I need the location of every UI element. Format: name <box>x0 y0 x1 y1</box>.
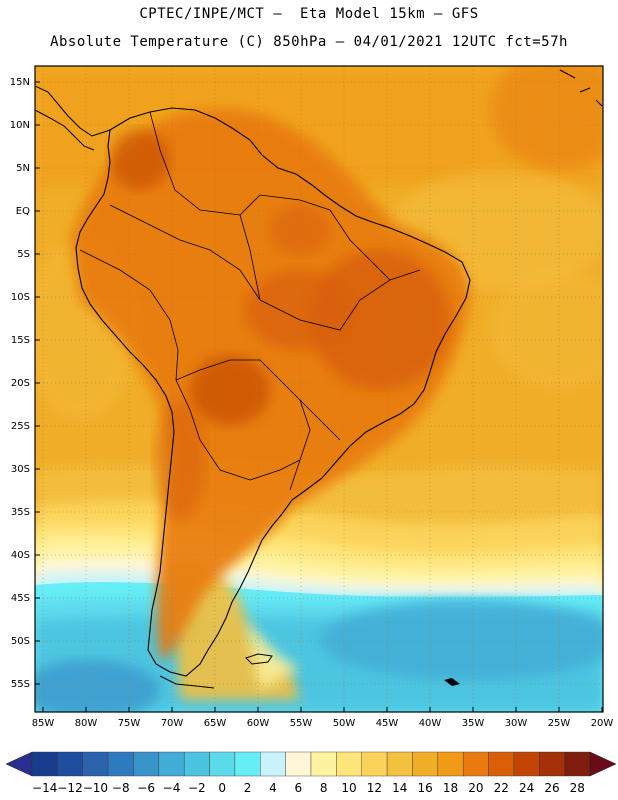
colorbar-swatch <box>488 751 515 777</box>
lon-label-75w: 75W <box>118 718 141 729</box>
colorbar-swatch <box>158 751 185 777</box>
colorbar-swatch <box>209 751 236 777</box>
lon-label-70w: 70W <box>161 718 184 729</box>
colorbar-swatch <box>361 751 388 777</box>
lat-label-55s: 55S <box>11 679 30 690</box>
lat-label-10s: 10S <box>11 292 30 303</box>
colorbar-label: 4 <box>269 781 277 795</box>
colorbar-swatch <box>437 751 464 777</box>
colorbar-label: −6 <box>137 781 155 795</box>
lat-label-40s: 40S <box>11 550 30 561</box>
lon-label-85w: 85W <box>32 718 55 729</box>
colorbar-label: 8 <box>320 781 328 795</box>
lon-label-30w: 30W <box>505 718 528 729</box>
colorbar-swatch <box>57 751 83 777</box>
colorbar-swatch <box>462 751 489 777</box>
colorbar-swatch <box>285 751 312 777</box>
lon-label-80w: 80W <box>75 718 98 729</box>
colorbar-swatch <box>107 751 134 777</box>
colorbar-swatch <box>412 751 439 777</box>
lat-label-20s: 20S <box>11 378 30 389</box>
map-title-line1: CPTEC/INPE/MCT – Eta Model 15km – GFS <box>139 6 479 22</box>
lon-label-65w: 65W <box>204 718 227 729</box>
longitude-axis: 85W 80W 75W 70W 65W 60W 55W 50W 45W 40W 35W 30W 25W 2… <box>32 707 614 729</box>
colorbar-swatch <box>539 751 565 777</box>
lat-label-30s: 30S <box>11 464 30 475</box>
lat-label-5n: 5N <box>16 163 30 174</box>
colorbar-label: −8 <box>112 781 130 795</box>
lon-label-55w: 55W <box>290 718 313 729</box>
colorbar-swatch <box>513 751 540 777</box>
colorbar-label: 0 <box>218 781 226 795</box>
lon-label-50w: 50W <box>333 718 356 729</box>
graticule <box>35 66 603 712</box>
lat-label-15n: 15N <box>10 77 30 88</box>
country-borders <box>79 111 421 491</box>
lat-label-45s: 45S <box>11 593 30 604</box>
colorbar-label: −10 <box>83 781 108 795</box>
temperature-field <box>35 66 603 712</box>
lat-label-50s: 50S <box>11 636 30 647</box>
colorbar-label: 26 <box>544 781 559 795</box>
latitude-axis: 15N 10N 5N EQ 5S 10S 15S 20S 25S 30S 35S 40S 45S 50S 5… <box>10 77 40 690</box>
colorbar-swatch <box>234 751 261 777</box>
lon-label-25w: 25W <box>548 718 571 729</box>
lon-label-40w: 40W <box>419 718 442 729</box>
colorbar-low-arrow <box>5 751 33 777</box>
colorbar-label: 6 <box>294 781 302 795</box>
colorbar-swatch <box>183 751 210 777</box>
colorbar-label: 2 <box>244 781 252 795</box>
colorbar-swatch <box>310 751 337 777</box>
lat-label-10n: 10N <box>10 120 30 131</box>
lat-label-15s: 15S <box>11 335 30 346</box>
lon-label-45w: 45W <box>376 718 399 729</box>
colorbar-label: −2 <box>188 781 206 795</box>
colorbar-swatch <box>260 751 286 777</box>
colorbar-label: 16 <box>417 781 432 795</box>
colorbar-label: −12 <box>57 781 82 795</box>
colorbar-swatch <box>31 751 58 777</box>
colorbar-swatch <box>133 751 160 777</box>
colorbar-label: 14 <box>392 781 407 795</box>
colorbar-high-arrow <box>589 751 617 777</box>
colorbar-label: −14 <box>32 781 57 795</box>
colorbar-label: 20 <box>468 781 483 795</box>
colorbar-label: 28 <box>570 781 585 795</box>
colorbar-swatch <box>564 751 591 777</box>
south-america-coastline <box>75 107 471 677</box>
central-america-coastline <box>35 85 111 151</box>
map-frame <box>34 65 604 713</box>
colorbar-swatch <box>336 751 362 777</box>
colorbar-label: 18 <box>443 781 458 795</box>
temperature-colorbar: −14 −12 −10 −8 −6 −4 −2 0 2 4 6 8 10 12 14 16 18 20 22 24 26… <box>5 751 617 795</box>
lon-label-60w: 60W <box>247 718 270 729</box>
colorbar-swatch <box>82 751 109 777</box>
lat-label-35s: 35S <box>11 507 30 518</box>
colorbar-label: 12 <box>367 781 382 795</box>
colorbar-label: 24 <box>519 781 534 795</box>
lat-label-25s: 25S <box>11 421 30 432</box>
map-title-line2: Absolute Temperature (C) 850hPa – 04/01/… <box>50 34 568 50</box>
lon-label-20w: 20W <box>591 718 614 729</box>
colorbar-swatch <box>386 751 413 777</box>
colorbar-label: 22 <box>494 781 509 795</box>
lat-label-5s: 5S <box>17 249 30 260</box>
lat-label-eq: EQ <box>16 206 30 217</box>
colorbar-label: −4 <box>163 781 181 795</box>
lon-label-35w: 35W <box>462 718 485 729</box>
colorbar-label: 10 <box>341 781 356 795</box>
